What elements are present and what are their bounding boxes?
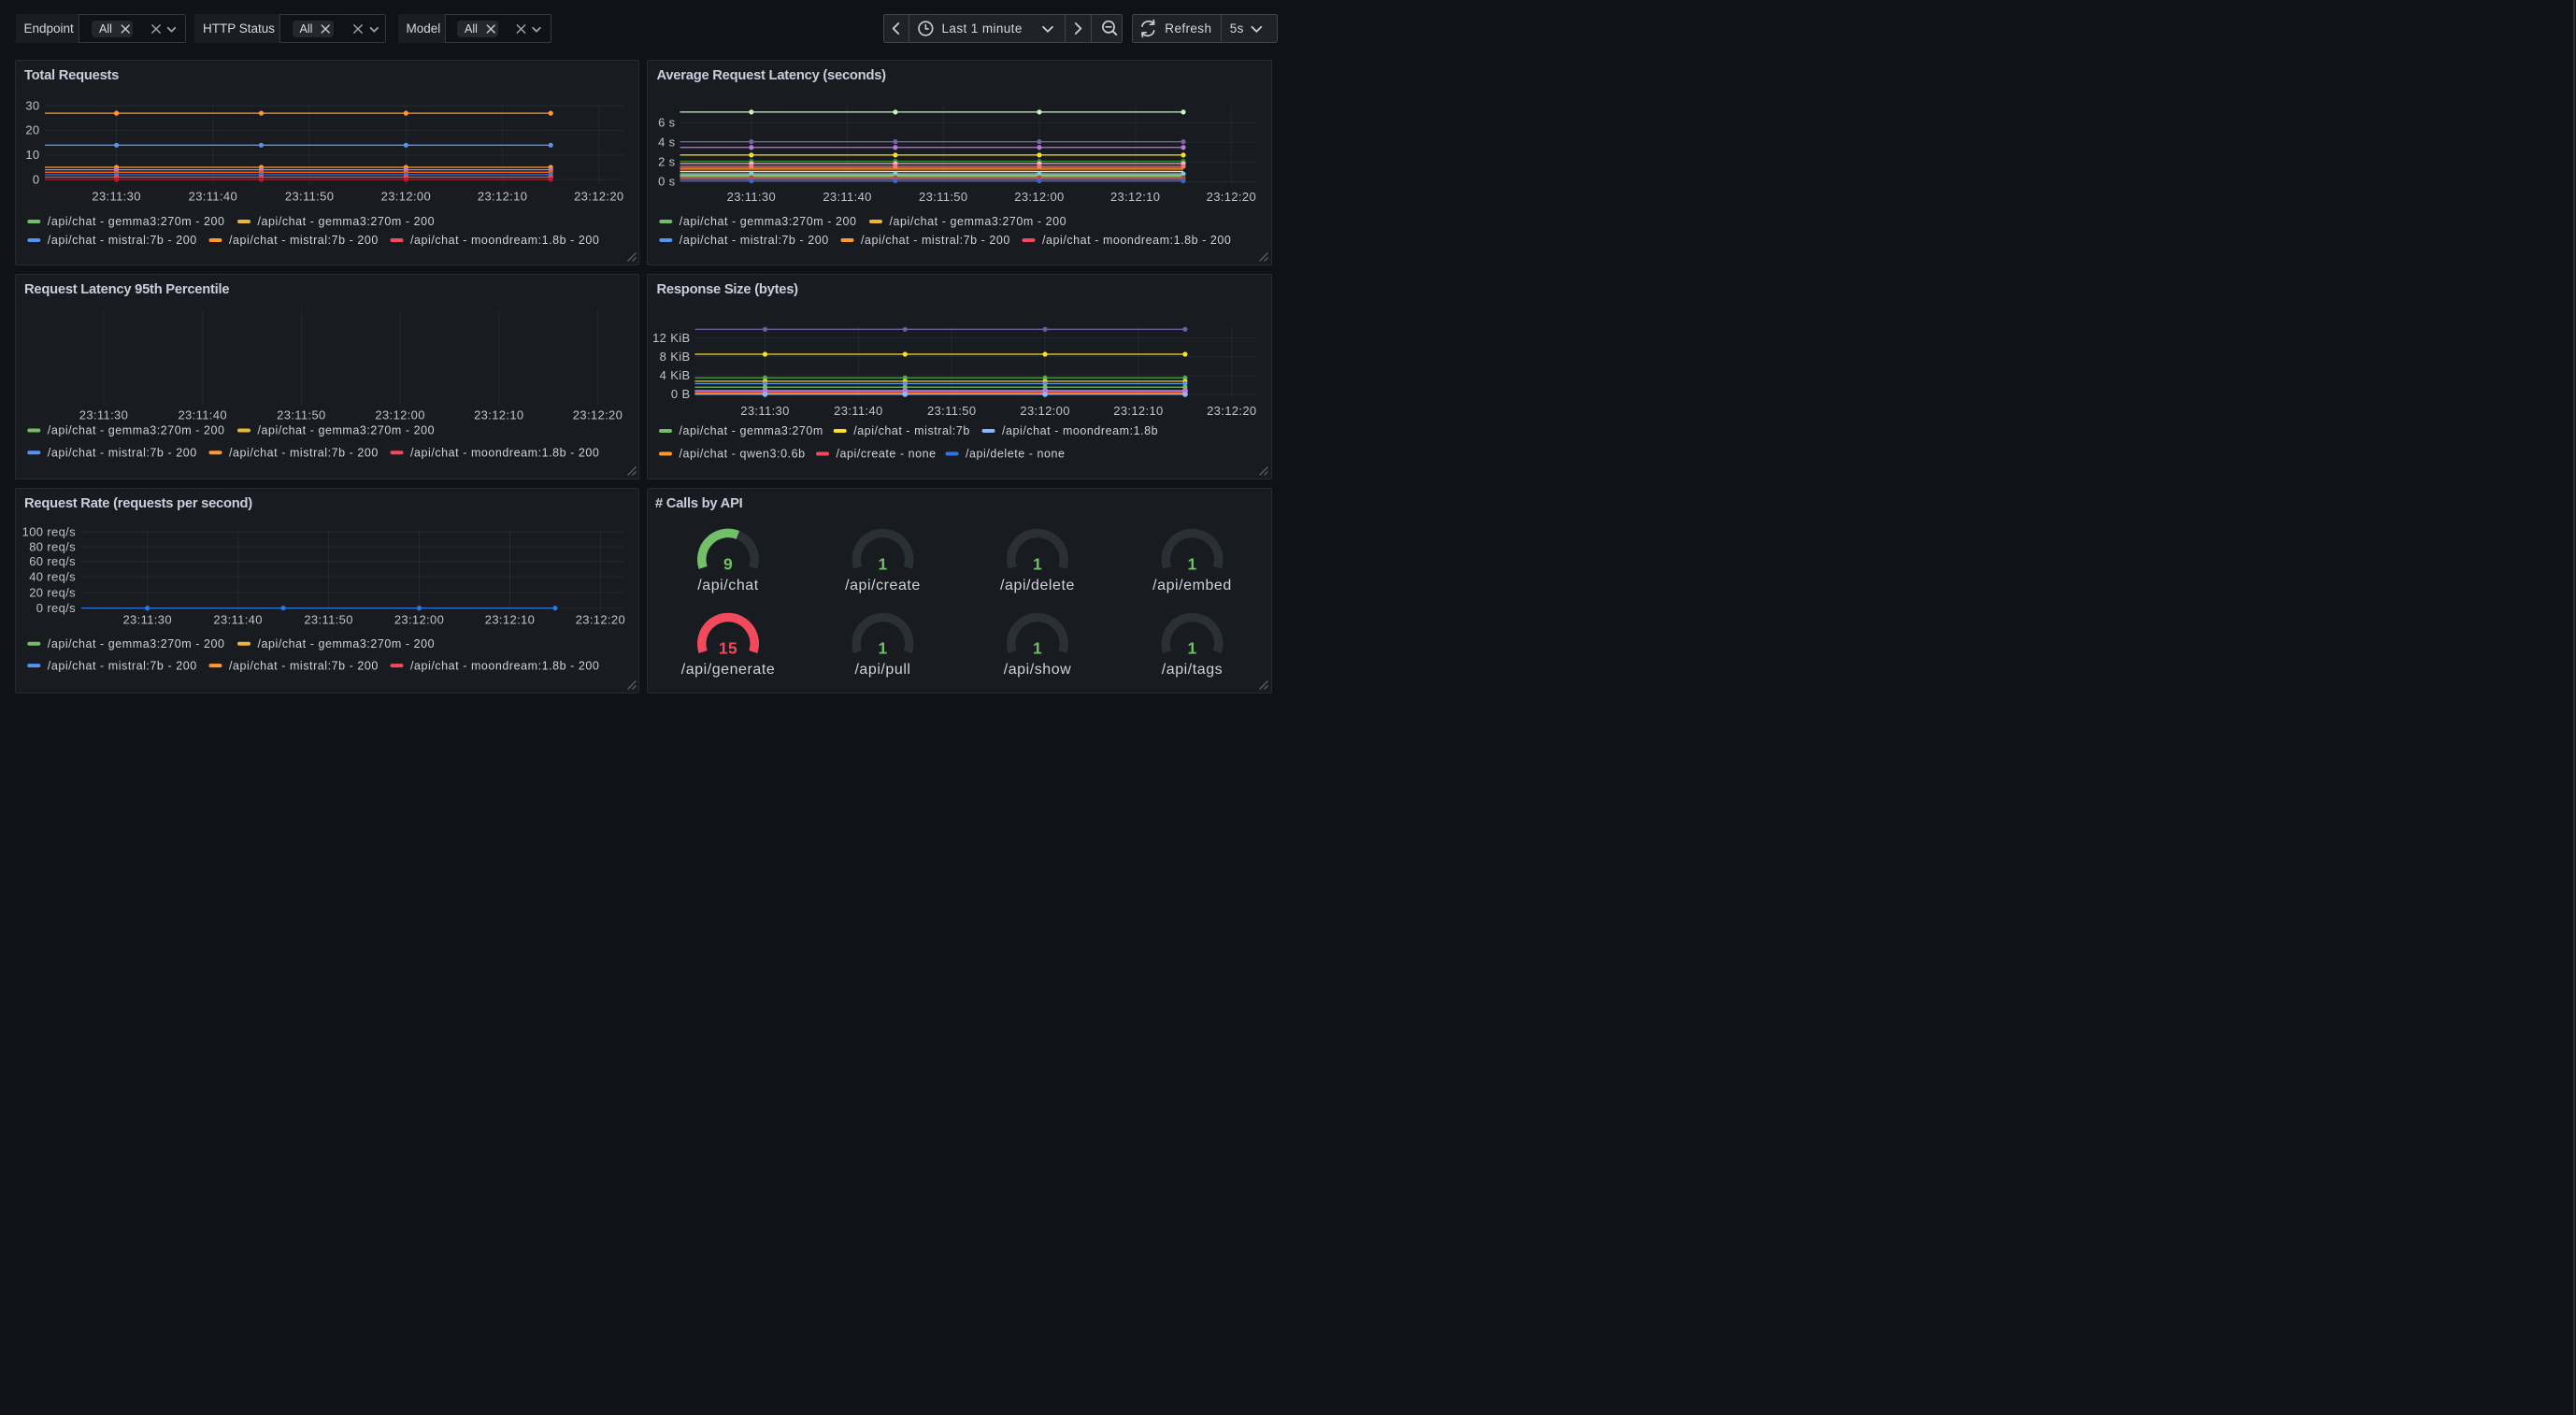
svg-text:23:12:10: 23:12:10 (474, 408, 523, 422)
svg-text:/api/chat - moondream:1.8b: /api/chat - moondream:1.8b (1002, 424, 1158, 437)
svg-text:23:12:10: 23:12:10 (1113, 404, 1163, 418)
svg-text:/api/delete - none: /api/delete - none (966, 448, 1066, 461)
svg-text:0 s: 0 s (658, 175, 676, 189)
svg-text:23:11:50: 23:11:50 (919, 190, 967, 204)
svg-text:23:11:30: 23:11:30 (79, 408, 127, 422)
svg-text:/api/chat - gemma3:270m - 200: /api/chat - gemma3:270m - 200 (47, 637, 224, 650)
svg-text:20: 20 (25, 123, 39, 137)
svg-text:/api/chat: /api/chat (697, 578, 758, 593)
svg-text:23:12:00: 23:12:00 (375, 408, 424, 422)
svg-text:23:11:30: 23:11:30 (740, 404, 789, 418)
svg-text:60 req/s: 60 req/s (29, 554, 76, 568)
svg-text:/api/create - none: /api/create - none (837, 448, 937, 461)
svg-text:23:12:20: 23:12:20 (572, 408, 622, 422)
svg-text:/api/chat - gemma3:270m: /api/chat - gemma3:270m (680, 424, 823, 437)
svg-text:23:12:10: 23:12:10 (477, 190, 526, 204)
svg-text:/api/chat - mistral:7b - 200: /api/chat - mistral:7b - 200 (229, 234, 379, 247)
svg-text:80 req/s: 80 req/s (29, 539, 76, 553)
svg-text:20 req/s: 20 req/s (29, 585, 76, 599)
svg-text:0 req/s: 0 req/s (36, 601, 75, 615)
svg-text:1: 1 (1187, 554, 1196, 573)
svg-text:/api/chat - moondream:1.8b - 2: /api/chat - moondream:1.8b - 200 (1042, 234, 1231, 247)
svg-text:/api/chat - gemma3:270m - 200: /api/chat - gemma3:270m - 200 (257, 215, 435, 228)
svg-text:23:11:40: 23:11:40 (834, 404, 882, 418)
svg-text:4 KiB: 4 KiB (660, 368, 691, 382)
svg-text:/api/chat - qwen3:0.6b: /api/chat - qwen3:0.6b (680, 448, 806, 461)
svg-text:/api/show: /api/show (1004, 662, 1072, 678)
svg-text:23:12:00: 23:12:00 (394, 613, 443, 627)
svg-text:/api/chat - mistral:7b: /api/chat - mistral:7b (853, 424, 970, 437)
svg-text:23:11:30: 23:11:30 (92, 190, 140, 204)
svg-text:/api/chat - mistral:7b - 200: /api/chat - mistral:7b - 200 (229, 659, 379, 672)
svg-text:1: 1 (878, 554, 887, 573)
svg-text:30: 30 (25, 98, 39, 112)
svg-text:23:12:10: 23:12:10 (484, 613, 534, 627)
svg-text:/api/chat - gemma3:270m - 200: /api/chat - gemma3:270m - 200 (257, 637, 435, 650)
svg-text:100 req/s: 100 req/s (21, 525, 76, 539)
svg-text:/api/chat - mistral:7b - 200: /api/chat - mistral:7b - 200 (861, 234, 1010, 247)
svg-text:23:12:20: 23:12:20 (1207, 190, 1256, 204)
svg-text:23:12:20: 23:12:20 (575, 613, 624, 627)
svg-text:23:12:00: 23:12:00 (380, 190, 430, 204)
svg-text:/api/chat - gemma3:270m - 200: /api/chat - gemma3:270m - 200 (890, 215, 1067, 228)
svg-text:1: 1 (1187, 638, 1196, 657)
svg-text:23:11:40: 23:11:40 (213, 613, 262, 627)
svg-text:1: 1 (1033, 638, 1042, 657)
svg-text:/api/chat - mistral:7b - 200: /api/chat - mistral:7b - 200 (229, 446, 379, 459)
svg-text:23:12:20: 23:12:20 (574, 190, 623, 204)
svg-text:23:11:30: 23:11:30 (727, 190, 776, 204)
svg-text:/api/chat - moondream:1.8b - 2: /api/chat - moondream:1.8b - 200 (410, 659, 599, 672)
svg-text:23:11:40: 23:11:40 (188, 190, 236, 204)
svg-text:/api/chat - gemma3:270m - 200: /api/chat - gemma3:270m - 200 (47, 215, 224, 228)
svg-text:8 KiB: 8 KiB (660, 350, 691, 364)
svg-text:/api/chat - gemma3:270m - 200: /api/chat - gemma3:270m - 200 (257, 424, 435, 437)
svg-text:/api/chat - mistral:7b - 200: /api/chat - mistral:7b - 200 (47, 234, 196, 247)
svg-text:23:12:10: 23:12:10 (1110, 190, 1160, 204)
svg-text:23:11:50: 23:11:50 (304, 613, 352, 627)
svg-text:1: 1 (1033, 554, 1042, 573)
svg-text:40 req/s: 40 req/s (29, 569, 76, 583)
svg-text:/api/chat - mistral:7b - 200: /api/chat - mistral:7b - 200 (47, 659, 196, 672)
svg-text:23:12:20: 23:12:20 (1207, 404, 1256, 418)
svg-text:23:11:40: 23:11:40 (823, 190, 871, 204)
svg-text:23:11:40: 23:11:40 (178, 408, 226, 422)
svg-text:1: 1 (878, 638, 887, 657)
svg-text:/api/chat - moondream:1.8b - 2: /api/chat - moondream:1.8b - 200 (410, 446, 599, 459)
svg-text:23:11:30: 23:11:30 (122, 613, 171, 627)
svg-text:/api/delete: /api/delete (1000, 578, 1075, 593)
svg-text:23:12:00: 23:12:00 (1014, 190, 1064, 204)
svg-text:/api/pull: /api/pull (854, 662, 910, 678)
svg-text:4 s: 4 s (658, 135, 676, 149)
svg-text:0: 0 (32, 172, 39, 186)
svg-text:2 s: 2 s (658, 155, 676, 169)
svg-text:/api/tags: /api/tags (1162, 662, 1223, 678)
svg-text:/api/chat - mistral:7b - 200: /api/chat - mistral:7b - 200 (47, 446, 196, 459)
svg-text:23:12:00: 23:12:00 (1020, 404, 1069, 418)
svg-text:23:11:50: 23:11:50 (277, 408, 325, 422)
svg-text:12 KiB: 12 KiB (652, 331, 690, 345)
svg-text:/api/chat - gemma3:270m - 200: /api/chat - gemma3:270m - 200 (47, 424, 224, 437)
svg-text:/api/create: /api/create (845, 578, 921, 593)
svg-text:15: 15 (719, 638, 737, 657)
svg-text:6 s: 6 s (658, 116, 676, 130)
svg-text:/api/embed: /api/embed (1152, 578, 1232, 593)
svg-text:9: 9 (723, 554, 733, 573)
svg-text:10: 10 (25, 148, 39, 162)
svg-text:0 B: 0 B (671, 387, 691, 401)
svg-text:23:11:50: 23:11:50 (927, 404, 976, 418)
svg-text:23:11:50: 23:11:50 (284, 190, 333, 204)
svg-text:/api/generate: /api/generate (681, 662, 776, 678)
svg-text:/api/chat - mistral:7b - 200: /api/chat - mistral:7b - 200 (680, 234, 829, 247)
svg-text:/api/chat - gemma3:270m - 200: /api/chat - gemma3:270m - 200 (680, 215, 857, 228)
svg-text:/api/chat - moondream:1.8b - 2: /api/chat - moondream:1.8b - 200 (410, 234, 599, 247)
